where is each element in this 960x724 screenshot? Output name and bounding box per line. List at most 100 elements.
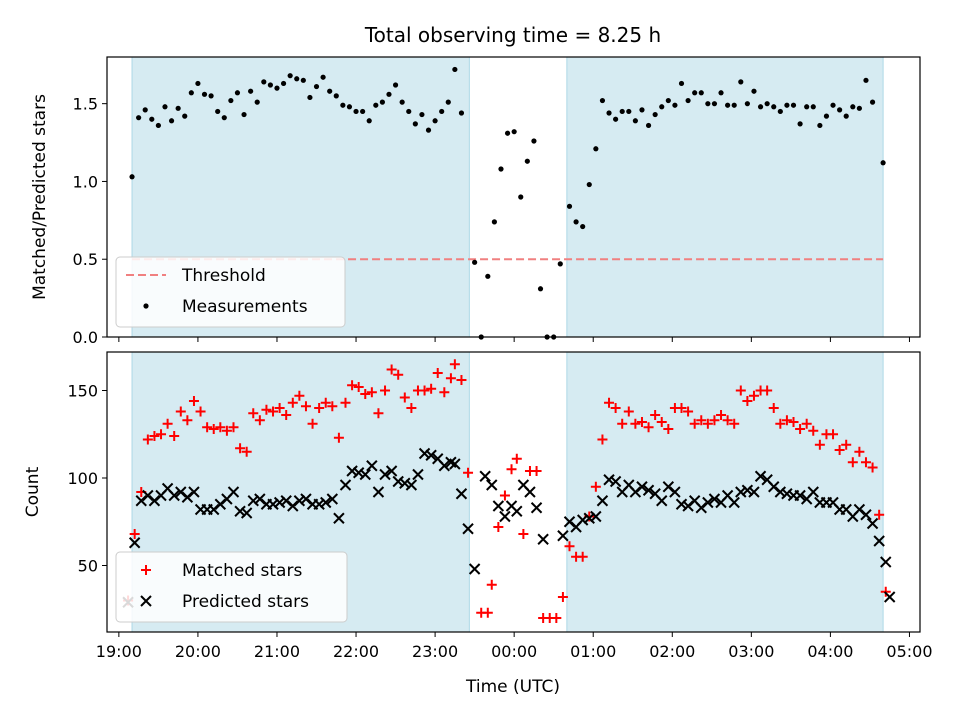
data-point: [762, 385, 773, 396]
data-point: [267, 498, 279, 510]
data-point: [823, 113, 830, 119]
data-point: [228, 97, 234, 104]
data-point: [313, 83, 320, 90]
data-point: [788, 417, 799, 427]
data-point: [468, 563, 481, 575]
data-point: [797, 121, 803, 127]
data-point: [604, 397, 615, 408]
data-point: [320, 397, 331, 408]
data-point: [201, 91, 208, 97]
data-point: [663, 424, 674, 434]
data-point: [168, 489, 180, 502]
data-point: [493, 522, 504, 532]
data-point: [630, 418, 641, 429]
data-point: [188, 90, 194, 96]
data-point: [676, 403, 687, 413]
data-point: [518, 529, 529, 539]
data-point: [208, 424, 219, 434]
data-point: [511, 129, 517, 135]
data-point: [731, 102, 737, 108]
data-point: [215, 422, 226, 433]
data-point: [327, 401, 338, 412]
data-point: [748, 390, 759, 401]
data-point: [366, 387, 377, 398]
data-point: [346, 465, 358, 477]
data-point: [360, 108, 366, 115]
data-point: [678, 80, 685, 87]
data-point: [698, 90, 704, 96]
data-point: [280, 80, 287, 87]
data-point: [738, 79, 744, 85]
data-point: [729, 418, 740, 429]
data-point: [511, 453, 522, 464]
data-point: [188, 396, 199, 406]
data-point: [195, 80, 201, 87]
data-point: [810, 104, 816, 110]
data-point: [771, 104, 777, 110]
x-tick-label: 23:00: [412, 642, 458, 661]
data-point: [462, 523, 474, 535]
data-point: [479, 470, 491, 482]
data-point: [175, 406, 186, 417]
data-point: [129, 174, 135, 180]
data-point: [149, 116, 155, 122]
data-point: [300, 401, 311, 412]
data-point: [725, 102, 731, 108]
data-point: [557, 530, 569, 542]
data-point: [352, 467, 365, 479]
data-point: [606, 110, 612, 116]
data-point: [227, 486, 240, 498]
data-point: [360, 389, 371, 399]
data-point: [850, 104, 856, 110]
data-point: [708, 493, 721, 505]
data-point: [722, 415, 733, 426]
data-point: [340, 102, 346, 108]
data-point: [566, 203, 573, 209]
data-point: [294, 76, 300, 82]
data-point: [754, 470, 767, 482]
y-tick-label: 0.0: [73, 328, 98, 347]
data-point: [333, 93, 339, 99]
legend-box: [115, 551, 348, 623]
y-tick-label: 1.5: [73, 95, 98, 114]
data-point: [386, 364, 397, 375]
data-point: [781, 415, 792, 426]
data-point: [287, 397, 298, 408]
data-point: [412, 468, 424, 481]
data-point: [577, 551, 588, 562]
data-point: [247, 495, 259, 507]
data-point: [790, 102, 797, 108]
data-point: [346, 104, 353, 110]
data-point: [650, 410, 661, 420]
data-point: [863, 77, 869, 83]
data-point: [530, 502, 543, 514]
x-tick-label: 19:00: [96, 642, 142, 661]
data-point: [656, 417, 667, 427]
data-point: [235, 443, 246, 454]
data-point: [359, 468, 371, 481]
data-point: [557, 592, 568, 602]
data-point: [449, 458, 461, 470]
data-point: [880, 160, 886, 166]
legend-label: Predicted stars: [182, 592, 309, 612]
bottom-panel: 50 100 150 19:00 20:00 21:00 22:00 23:00 00:00 01…: [67, 351, 933, 661]
data-point: [486, 479, 498, 491]
shaded-interval-1: [566, 56, 884, 338]
data-point: [531, 138, 537, 144]
data-point: [419, 111, 425, 118]
data-point: [696, 415, 707, 426]
legend-label: Threshold: [181, 266, 266, 286]
data-point: [273, 496, 286, 509]
data-point: [665, 97, 671, 104]
data-point: [856, 105, 862, 111]
data-point: [463, 467, 474, 478]
data-point: [748, 486, 760, 498]
data-point: [781, 488, 793, 500]
data-point: [735, 385, 746, 396]
data-point: [353, 108, 359, 115]
top-panel: 0.0 0.5 1.0 1.5 Threshold Measurements: [73, 56, 921, 347]
data-point: [669, 486, 681, 498]
data-point: [399, 99, 405, 105]
x-tick-label: 21:00: [254, 642, 300, 661]
data-point: [551, 613, 562, 623]
